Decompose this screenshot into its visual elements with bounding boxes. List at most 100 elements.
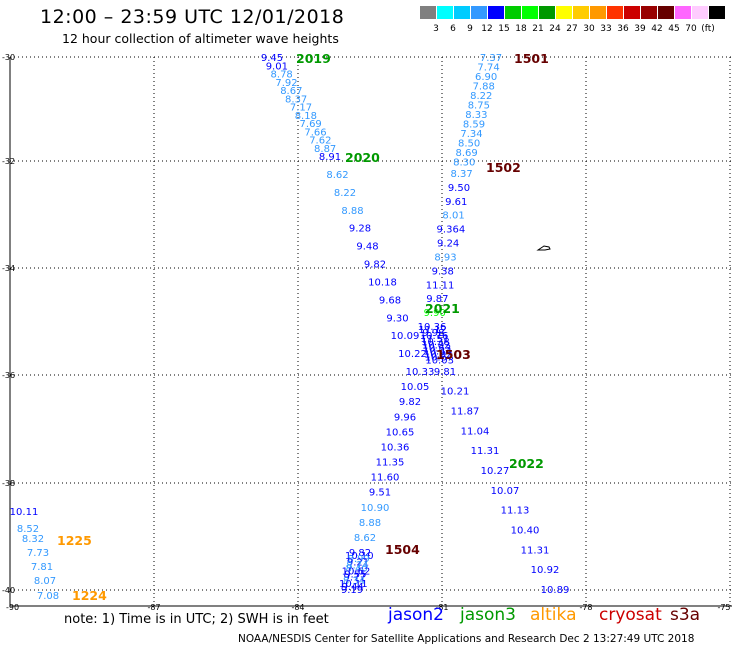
wave-height-value: 9.68: [379, 295, 401, 306]
legend-swatch: [573, 6, 589, 19]
wave-height-value: 9.01: [266, 61, 288, 72]
wave-height-value: 11.51: [420, 334, 449, 345]
time-label: 1224: [72, 588, 107, 603]
lat-label: -40: [2, 586, 15, 595]
wave-height-value: 10.36: [381, 442, 410, 453]
time-label: 2019: [296, 51, 331, 66]
wave-height-value: 9.48: [356, 242, 378, 253]
wave-height-value: 9.30: [386, 313, 408, 324]
legend-swatch: [607, 6, 623, 19]
legend-label: 36: [617, 24, 629, 34]
legend-swatch: [641, 6, 657, 19]
legend-label: 30: [583, 24, 595, 34]
wave-height-value: 10.62: [342, 567, 371, 578]
wave-height-value: 8.32: [22, 534, 44, 545]
wave-height-value: 11.31: [471, 446, 500, 457]
wave-height-value: 8.93: [434, 252, 456, 263]
axis-labels: -30 -32 -34 -36 -38 -40 -90 -87 -84 -81 -78 -75: [2, 53, 731, 612]
wave-height-value: 8.78: [271, 70, 293, 81]
wave-height-value: 8.18: [295, 111, 317, 122]
legend-swatch: [692, 6, 708, 19]
wave-height-value: 8.88: [341, 206, 363, 217]
wave-height-value: 9.364: [437, 225, 466, 236]
wave-height-value: 8.87: [314, 144, 336, 155]
legend-label: 45: [668, 24, 680, 34]
wave-height-value: 9.61: [445, 197, 467, 208]
wave-height-value: 9.98: [422, 328, 444, 339]
lon-label: -84: [291, 603, 304, 612]
wave-height-value: 10.05: [401, 382, 430, 393]
wave-height-value: 11.13: [501, 506, 530, 517]
wave-height-value: 8.37: [285, 94, 307, 105]
wave-height-value: 8.22: [470, 91, 492, 102]
legend-swatch: [658, 6, 674, 19]
wave-height-value: 10.90: [361, 503, 390, 514]
wave-height-value: 10.09: [391, 331, 420, 342]
wave-height-value: 8.62: [354, 533, 376, 544]
wave-height-value: 8.59: [463, 119, 485, 130]
map-title: 12:00 – 23:59 UTC 12/01/2018: [40, 6, 345, 28]
wave-height-value: 8.01: [442, 211, 464, 222]
wave-height-value: 7.62: [309, 136, 331, 147]
wave-height-value: 10.07: [491, 486, 520, 497]
wave-height-value: 7.66: [304, 127, 326, 138]
wave-height-value: 11.31: [521, 545, 550, 556]
wave-height-value: 7.69: [300, 119, 322, 130]
wave-height-value: 9.45: [261, 53, 283, 64]
altimeter-tracks: 9.459.018.787.928.678.377.178.187.697.66…: [10, 53, 570, 602]
legend-label: 21: [532, 24, 544, 34]
wave-height-value: 11.12: [418, 325, 447, 336]
wave-height-value: 10.11: [339, 579, 368, 590]
time-label: 2020: [345, 150, 380, 165]
wave-height-value: 10.22: [398, 349, 427, 360]
wave-height-value: 10.10: [345, 551, 374, 562]
wave-height-value: 7.92: [275, 78, 297, 89]
wave-height-value: 10.40: [511, 526, 540, 537]
wave-height-value: 11.11: [426, 280, 455, 291]
wave-height-value: 6.90: [475, 72, 497, 83]
legend-label: 42: [651, 24, 663, 34]
wave-height-value: 10.92: [531, 565, 560, 576]
wave-height-value: 10.44: [423, 346, 452, 357]
wave-height-value: 9.96: [394, 412, 416, 423]
coastline-fragment: [536, 245, 551, 251]
legend-label: 12: [481, 24, 493, 34]
wave-height-value: 10.03: [425, 355, 454, 366]
wave-height-value: 9.77: [344, 573, 366, 584]
legend-swatch: [709, 6, 725, 19]
legend-label: 27: [566, 24, 578, 34]
wave-height-value: 9.81: [434, 367, 456, 378]
wave-height-value: 9.50: [448, 183, 470, 194]
legend-swatch: [522, 6, 538, 19]
wave-height-value: 9.55: [344, 570, 366, 581]
wave-height-value: 9.87: [426, 294, 448, 305]
wave-height-value: 9.21: [347, 557, 369, 568]
lon-label: -75: [717, 603, 730, 612]
wave-height-value: 7.34: [460, 129, 482, 140]
time-labels: 2019 2020 2021 2022 1501 1502 1503 1504 1225 1224: [57, 51, 549, 603]
wave-height-value: 10.76: [420, 331, 449, 342]
time-label: 2021: [425, 301, 460, 316]
legend-label: 24: [549, 24, 561, 34]
wave-height-value: 10.38: [421, 337, 450, 348]
wave-height-value: 8.40: [346, 563, 368, 574]
legend-label: (ft): [701, 24, 715, 34]
wave-height-value: 8.74: [346, 560, 368, 571]
wave-height-value: 10.18: [368, 277, 397, 288]
wave-height-value: 10.02: [422, 340, 451, 351]
legend-swatch: [675, 6, 691, 19]
wave-height-value: 11.04: [461, 426, 490, 437]
wave-height-value: 8.30: [453, 157, 475, 168]
wave-height-value: 9.90: [424, 308, 446, 319]
wave-height-value: 7.37: [480, 53, 502, 64]
wave-height-value: 10.63: [423, 343, 452, 354]
legend-swatch: [420, 6, 436, 19]
wave-height-value: 10.27: [481, 466, 510, 477]
wave-height-value: 8.22: [334, 188, 356, 199]
legend-swatch: [590, 6, 606, 19]
legend-label: 18: [515, 24, 527, 34]
map-grid: [10, 56, 732, 606]
legend-swatch: [471, 6, 487, 19]
wave-height-value: 7.73: [27, 548, 49, 559]
legend-label: 9: [467, 24, 473, 34]
